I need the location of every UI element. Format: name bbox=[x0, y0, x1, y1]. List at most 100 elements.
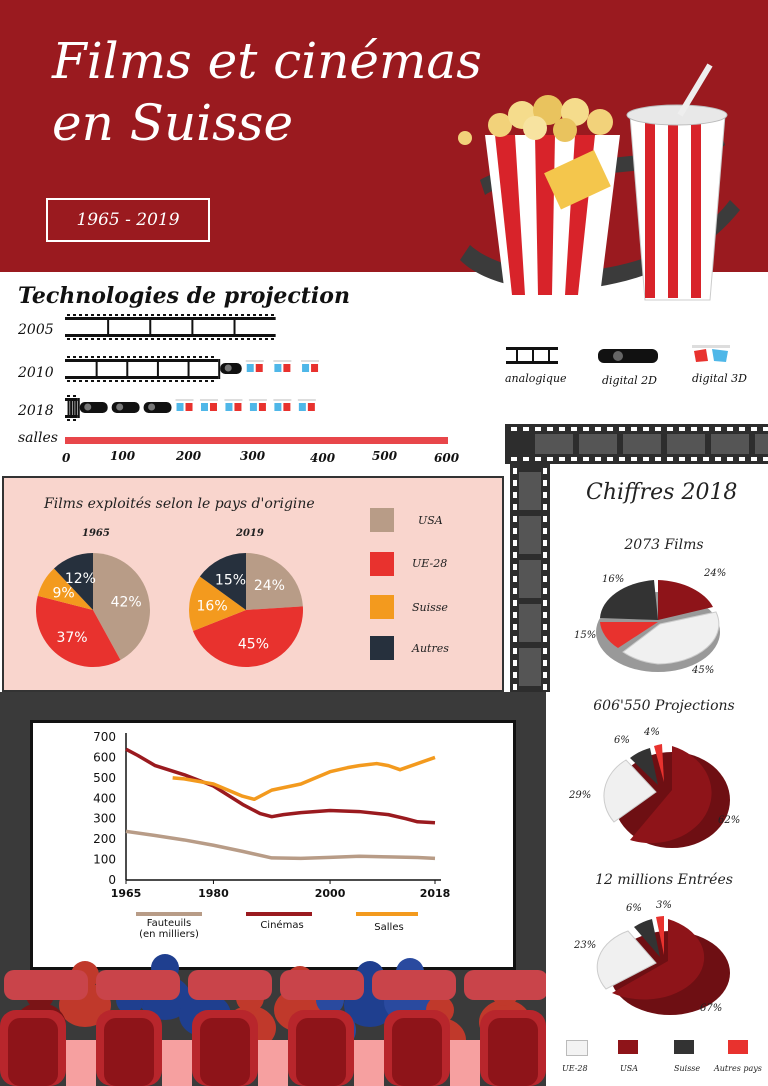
legend-swatch-suisse bbox=[370, 595, 394, 619]
projections-pct-ue28: 29% bbox=[569, 790, 592, 801]
films-pct-usa: 24% bbox=[704, 568, 727, 579]
tech-digital2d-2018 bbox=[79, 402, 172, 413]
pie-panel-title: Films exploités selon le pays d'origine bbox=[44, 496, 315, 512]
y-tick: 700 bbox=[93, 730, 116, 744]
x-tick: 2018 bbox=[420, 887, 451, 900]
legend-cinemas: Cinémas bbox=[260, 920, 304, 931]
legend-label-autres: Autres bbox=[412, 642, 449, 655]
pie-1965-year: 1965 bbox=[82, 528, 110, 539]
entrees-pct-suisse: 6% bbox=[626, 903, 642, 914]
tech-heading: Technologies de projection bbox=[18, 283, 350, 309]
projections-pie-3d bbox=[603, 744, 730, 848]
pie-label-suisse: 16% bbox=[197, 599, 228, 615]
pie-charts: 42% 37% 9%12% 24% 45% 16% 15% bbox=[35, 553, 303, 667]
pie-label-autres: 12% bbox=[65, 571, 96, 587]
projections-pct-autres: 4% bbox=[644, 727, 660, 738]
axis-tick-500: 500 bbox=[372, 449, 398, 463]
y-tick: 0 bbox=[108, 873, 116, 887]
legend-analog: analogique bbox=[505, 372, 567, 385]
x-tick: 2000 bbox=[315, 887, 346, 900]
tech-chart bbox=[65, 314, 448, 444]
year-range: 1965 - 2019 bbox=[76, 210, 180, 230]
axis-tick-0: 0 bbox=[62, 451, 71, 465]
title-line-2: en Suisse bbox=[52, 94, 294, 152]
y-tick: 200 bbox=[93, 832, 116, 846]
tech-digital2d-2010 bbox=[220, 363, 242, 374]
y-tick: 500 bbox=[93, 771, 116, 785]
films-title: 2073 Films bbox=[624, 537, 704, 553]
axis-tick-400: 400 bbox=[310, 451, 336, 465]
salles-label: salles bbox=[18, 430, 58, 446]
pie-slice-ue-28 bbox=[35, 595, 121, 667]
legend-swatch-usa bbox=[370, 508, 394, 532]
tech-digital3d-2018 bbox=[175, 399, 316, 411]
axis-tick-100: 100 bbox=[110, 449, 136, 463]
pie-slice-autres bbox=[53, 553, 93, 610]
pie-slice-ue-28 bbox=[193, 606, 303, 667]
entrees-pct-autres: 3% bbox=[656, 900, 672, 911]
film-strip-decoration bbox=[505, 424, 768, 692]
films-pie-3d bbox=[596, 580, 720, 672]
films-pct-suisse: 16% bbox=[602, 574, 625, 585]
entrees-pie-3d bbox=[596, 916, 730, 1015]
x-tick: 1980 bbox=[198, 887, 229, 900]
pie-label-usa: 24% bbox=[254, 578, 285, 594]
title-line-1: Films et cinémas bbox=[52, 32, 482, 90]
axis-tick-300: 300 bbox=[240, 449, 266, 463]
line-legend-swatches bbox=[136, 912, 418, 916]
y-tick: 300 bbox=[93, 812, 116, 826]
legend-label-suisse: Suisse bbox=[412, 601, 448, 614]
right-legend-swatch-suisse bbox=[674, 1040, 694, 1054]
drink-cup-icon bbox=[626, 63, 728, 301]
pie-2019-year: 2019 bbox=[236, 528, 264, 539]
legend-swatch-ue28 bbox=[370, 552, 394, 576]
popcorn-illustration bbox=[458, 63, 740, 301]
salles-bar bbox=[65, 437, 448, 444]
right-legend-suisse: Suisse bbox=[674, 1064, 701, 1073]
axis-tick-600: 600 bbox=[434, 451, 460, 465]
legend-swatch-autres bbox=[370, 636, 394, 660]
tech-row-label-2005: 2005 bbox=[18, 322, 54, 338]
legend-salles: Salles bbox=[374, 922, 404, 933]
tech-analog-2005 bbox=[65, 314, 276, 340]
entrees-pct-ue28: 23% bbox=[574, 940, 597, 951]
y-tick: 400 bbox=[93, 791, 116, 805]
projections-title: 606'550 Projections bbox=[593, 698, 735, 714]
tech-digital3d-2010 bbox=[245, 360, 320, 372]
right-legend-autres: Autres pays bbox=[714, 1064, 762, 1073]
year-range-box: 1965 - 2019 bbox=[46, 198, 210, 242]
right-legend-swatch-usa bbox=[618, 1040, 638, 1054]
legend-fauteuils: Fauteuils (en milliers) bbox=[139, 918, 199, 940]
y-tick: 100 bbox=[93, 853, 116, 867]
projections-pct-usa: 62% bbox=[718, 815, 741, 826]
page-title: Films et cinémas en Suisse bbox=[52, 30, 492, 154]
audience-illustration bbox=[0, 954, 546, 1086]
right-legend-ue28: UE-28 bbox=[562, 1064, 588, 1073]
pie-slice-autres bbox=[199, 553, 246, 610]
pie-slice-usa bbox=[93, 553, 151, 660]
tech-legend-icons bbox=[506, 345, 730, 364]
films-pct-ue28: 45% bbox=[692, 665, 715, 676]
cinema-screen bbox=[30, 720, 516, 970]
pie-label-autres: 15% bbox=[215, 573, 246, 589]
entrees-title: 12 millions Entrées bbox=[595, 872, 733, 888]
pie-label-ue-28: 37% bbox=[56, 630, 87, 646]
tech-analog-2010 bbox=[65, 356, 221, 382]
line-chart: 0 100 200 300 400 500 600 700 1965 1980 2000 2018 bbox=[93, 730, 451, 900]
y-tick: 600 bbox=[93, 750, 116, 764]
analog-film-icon bbox=[506, 347, 558, 364]
entrees-pct-usa: 67% bbox=[700, 1003, 723, 1014]
right-legend-usa: USA bbox=[620, 1064, 638, 1073]
tech-row-label-2010: 2010 bbox=[18, 365, 54, 381]
pie-label-ue-28: 45% bbox=[238, 636, 269, 652]
axis-tick-200: 200 bbox=[176, 449, 202, 463]
tech-analog-2018 bbox=[65, 395, 80, 421]
pie-label-suisse: 9% bbox=[52, 586, 74, 602]
legend-label-usa: USA bbox=[418, 514, 443, 527]
series-line-0 bbox=[125, 829, 436, 861]
legend-digital-3d: digital 3D bbox=[692, 372, 747, 385]
pie-label-usa: 42% bbox=[111, 594, 142, 610]
pie-slice-usa bbox=[246, 553, 303, 610]
tech-row-label-2018: 2018 bbox=[18, 403, 54, 419]
right-heading: Chiffres 2018 bbox=[586, 480, 738, 505]
